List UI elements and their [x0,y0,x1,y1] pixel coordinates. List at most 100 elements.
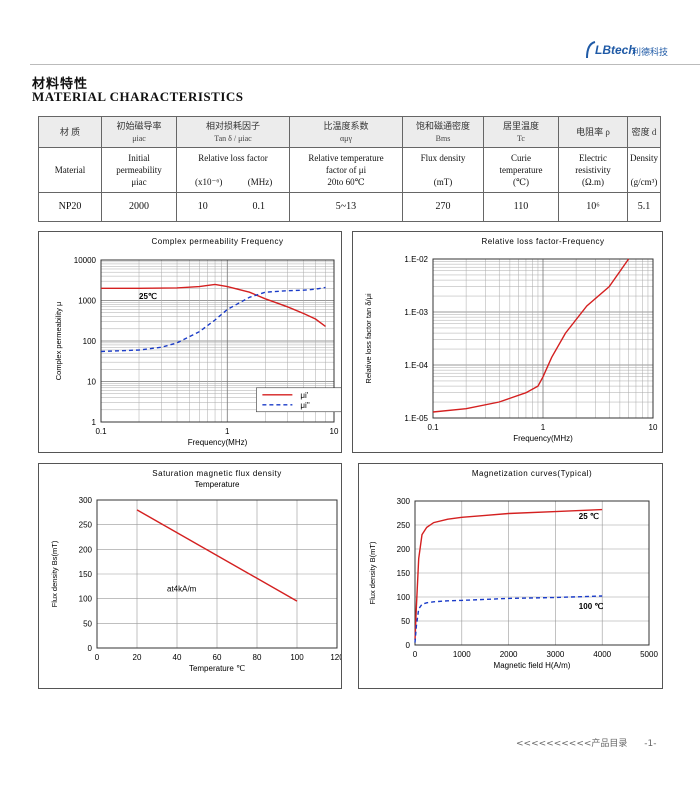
y-tick-label: 1.E-03 [404,308,428,317]
annotation-temp: 25℃ [139,292,157,301]
y-tick-label: 1.E-02 [404,255,428,264]
brand-logo: LBtech 利德科技 [585,40,695,68]
page-title: MATERIAL CHARACTERISTICS [32,89,244,104]
x-tick-label: 80 [253,653,262,662]
y-tick-label: 100 [83,337,97,346]
chart-panel-magnetization: Magnetization curves(Typical) 0 50 100 150 20… [358,463,663,689]
y-tick-label: 300 [79,496,93,505]
y-tick-label: 200 [79,545,93,554]
legend-box [256,387,347,413]
cell-perm: 2000 [101,192,177,222]
y-tick-label: 1000 [78,297,96,306]
th-density: Density (g/cm³) [626,147,662,193]
x-axis-label: Frequency(MHz) [513,434,573,443]
chart-panel-permeability: Complex permeability Frequency 1 10 100 1000… [38,231,347,453]
chart-panel-saturation: Saturation magnetic flux density Temperat… [38,463,344,689]
table-header-cn-row: 材 质 初始磁导率 μiac 相对损耗因子 Tan δ / μiac 比温度系数 αμ… [38,116,662,148]
x-tick-label: 60 [213,653,222,662]
series-line-1 [101,283,326,327]
th-cn-temp: 比温度系数 αμγ [288,116,403,148]
saturation-chart: Saturation magnetic flux density Temperat… [50,469,344,673]
th-loss: Relative loss factor (x10⁻⁶) (MHz) [176,147,290,193]
y-tick-label: 0 [406,641,411,650]
plot-frame [96,499,338,649]
th-curie: Curie temperature (℃) [482,147,559,193]
series-line-1 [432,258,630,413]
y-tick-label: 250 [79,521,93,530]
permeability-chart: Complex permeability Frequency 1 10 100 1000… [54,237,347,447]
y-tick-label: 0 [88,644,93,653]
x-tick-label: 100 [290,653,304,662]
y-tick-label: 150 [397,569,411,578]
th-temp: Relative temperature factor of μi 20to 60℃ [288,147,403,193]
th-flux: Flux density (mT) [401,147,484,193]
x-tick-label: 0 [413,650,418,659]
y-tick-label: 150 [79,570,93,579]
plot-frame [414,500,650,646]
y-tick-label: 10 [87,378,96,387]
x-tick-label: 0.1 [95,427,107,436]
y-tick-label: 1.E-04 [404,361,428,370]
chart-panel-loss: Relative loss factor-Frequency 1.E-05 1.E-… [352,231,663,453]
x-tick-label: 40 [173,653,182,662]
series-line-1 [414,508,603,641]
series-line-2 [100,286,326,353]
cell-density: 5.1 [626,192,662,222]
chart-title: Saturation magnetic flux density [152,469,281,478]
y-axis-label: Relative loss factor tan δ/μi [364,293,373,384]
logo-mark-icon [586,41,596,59]
table-row: NP20 2000 10 0.1 5~13 270 110 10⁶ 5.1 [38,192,662,222]
y-tick-label: 200 [397,545,411,554]
curve-label-25c: 25 ℃ [579,512,599,521]
cell-flux: 270 [401,192,484,222]
y-tick-label: 50 [83,619,92,628]
x-tick-label: 1 [541,423,546,432]
chart-title: Magnetization curves(Typical) [472,469,592,478]
y-axis-label: Complex permeability μ [54,302,63,381]
footer-text: <<<<<<<<<<产品目录 [516,739,628,749]
x-tick-label: 3000 [547,650,565,659]
x-tick-label: 1 [225,427,230,436]
th-cn-flux: 饱和磁通密度 Bms [401,116,484,148]
cell-loss: 10 [176,192,229,222]
brand-name-cn: 利德科技 [632,48,669,58]
magnetization-chart: Magnetization curves(Typical) 0 50 100 150 20… [368,469,658,670]
y-tick-label: 1 [92,418,97,427]
x-tick-label: 120 [330,653,341,662]
th-cn-material: 材 质 [38,116,102,148]
cell-freq: 0.1 [228,192,290,222]
loss-factor-chart: Relative loss factor-Frequency 1.E-05 1.E-… [364,237,658,443]
chart-title: Relative loss factor-Frequency [481,237,604,246]
legend-label-1: μi' [300,391,308,400]
x-tick-label: 10 [330,427,339,436]
x-tick-label: 0 [95,653,100,662]
series-line-2 [414,595,603,643]
page-number: -1- [644,739,657,749]
y-tick-label: 250 [397,521,411,530]
curve-label-100c: 100 ℃ [579,602,604,611]
x-axis-label: Temperature ℃ [189,664,245,673]
y-axis-label: Flux density Bs(mT) [50,540,59,607]
y-tick-label: 100 [397,593,411,602]
x-axis-label: Magnetic field H(A/m) [494,661,571,670]
plot-frame [100,259,335,423]
th-material: Material [38,147,102,193]
series-line-1 [136,509,298,602]
cell-res: 10⁶ [557,192,628,222]
th-cn-curie: 居里温度 Tc [482,116,559,148]
x-tick-label: 10 [649,423,658,432]
th-resistivity: Electric resistivity (Ω.m) [557,147,628,193]
x-tick-label: 2000 [500,650,518,659]
brand-name: LBtech [595,43,636,57]
th-permeability: Initial permeability μiac [101,147,177,193]
legend-label-2: μi'' [300,401,310,410]
y-tick-label: 10000 [74,256,97,265]
x-tick-label: 0.1 [427,423,439,432]
y-tick-label: 50 [401,617,410,626]
cell-temp: 5~13 [288,192,403,222]
y-tick-label: 100 [79,595,93,604]
cell-material: NP20 [38,192,102,222]
th-cn-resistivity: 电阻率 ρ [557,116,628,148]
chart-title: Complex permeability Frequency [152,237,284,246]
x-tick-label: 20 [133,653,142,662]
